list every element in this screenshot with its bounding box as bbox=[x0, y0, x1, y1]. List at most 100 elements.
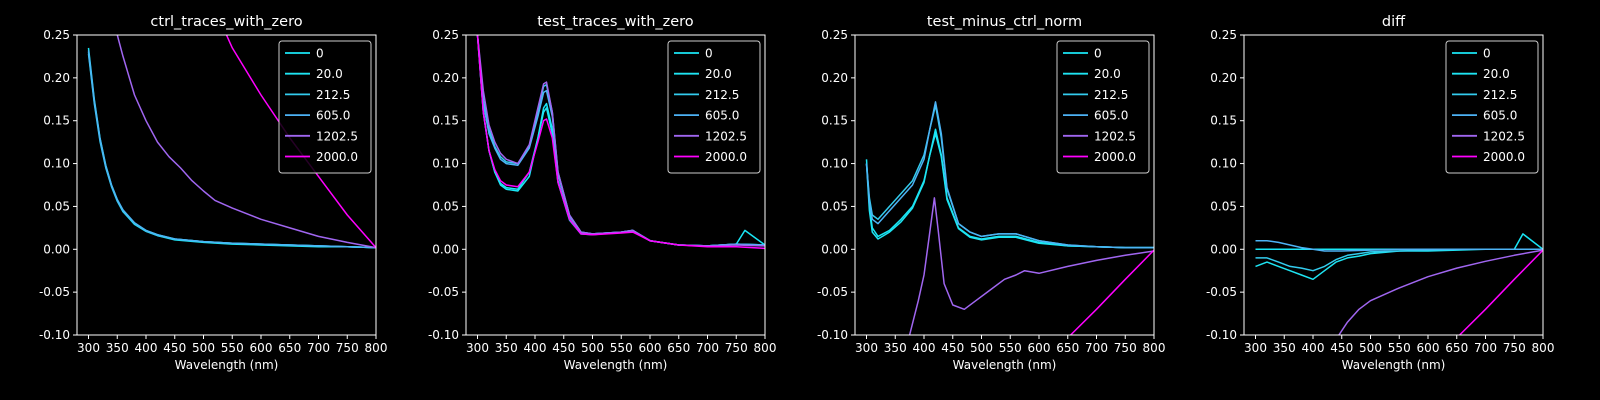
x-tick-label: 650 bbox=[1445, 341, 1468, 355]
x-tick-label: 500 bbox=[970, 341, 993, 355]
x-tick-label: 350 bbox=[1273, 341, 1296, 355]
series-line-605-0 bbox=[87, 50, 376, 249]
x-tick-label: 350 bbox=[884, 341, 907, 355]
x-tick-label: 500 bbox=[581, 341, 604, 355]
y-tick-label: 0.00 bbox=[821, 242, 848, 256]
series-line-605-0 bbox=[1255, 239, 1543, 252]
x-tick-label: 300 bbox=[77, 341, 100, 355]
chart-panel-3: 300 350 400 450 500 550 600 650 700 750 800 -0.10 -0… bbox=[817, 14, 1166, 372]
x-tick-label: 800 bbox=[1532, 341, 1555, 355]
series-group bbox=[1255, 233, 1543, 335]
y-tick-label: 0.05 bbox=[821, 199, 848, 213]
y-tick-label: 0.15 bbox=[432, 114, 459, 128]
legend-label: 20.0 bbox=[1483, 67, 1510, 81]
legend-label: 212.5 bbox=[1483, 88, 1517, 102]
y-tick-label: 0.10 bbox=[43, 157, 70, 171]
legend-label: 0 bbox=[705, 47, 713, 61]
y-tick-label: -0.05 bbox=[1206, 285, 1237, 299]
y-tick-label: -0.10 bbox=[39, 328, 70, 342]
x-tick-label: 600 bbox=[1028, 341, 1051, 355]
y-tick-label: 0.05 bbox=[43, 199, 70, 213]
series-line-1202-5 bbox=[116, 35, 376, 249]
y-tick-label: 0.10 bbox=[1210, 157, 1237, 171]
chart-title: ctrl_traces_with_zero bbox=[150, 14, 302, 30]
x-tick-label: 300 bbox=[466, 341, 489, 355]
legend-label: 605.0 bbox=[1483, 109, 1517, 123]
chart-title: diff bbox=[1382, 14, 1406, 30]
y-tick-label: 0.05 bbox=[1210, 199, 1237, 213]
x-tick-label: 300 bbox=[1244, 341, 1267, 355]
y-tick-label: 0.25 bbox=[821, 28, 848, 42]
x-tick-label: 750 bbox=[725, 341, 748, 355]
series-group bbox=[476, 35, 765, 250]
y-tick-label: 0.00 bbox=[1210, 242, 1237, 256]
legend-label: 605.0 bbox=[1094, 109, 1128, 123]
x-tick-label: 550 bbox=[1388, 341, 1411, 355]
x-tick-label: 700 bbox=[696, 341, 719, 355]
y-tick-label: -0.05 bbox=[817, 285, 848, 299]
axes-frame bbox=[1243, 34, 1544, 336]
legend-label: 1202.5 bbox=[316, 129, 358, 143]
chart-panel-1: 300 350 400 450 500 550 600 650 700 750 800 -0.10 -0… bbox=[39, 14, 388, 372]
series-line-605-0 bbox=[865, 101, 1154, 249]
x-tick-label: 500 bbox=[192, 341, 215, 355]
legend: 0 20.0 212.5 605.0 1202.5 2000.0 bbox=[278, 40, 372, 174]
y-tick-label: 0.25 bbox=[1210, 28, 1237, 42]
legend-label: 0 bbox=[1094, 47, 1102, 61]
legend-label: 1202.5 bbox=[705, 129, 747, 143]
x-tick-label: 450 bbox=[163, 341, 186, 355]
legend-label: 2000.0 bbox=[1094, 150, 1136, 164]
legend-label: 2000.0 bbox=[1483, 150, 1525, 164]
legend: 0 20.0 212.5 605.0 1202.5 2000.0 bbox=[667, 40, 761, 174]
x-tick-label: 400 bbox=[524, 341, 547, 355]
axes-frame bbox=[854, 34, 1155, 336]
x-tick-label: 550 bbox=[999, 341, 1022, 355]
legend-label: 212.5 bbox=[316, 88, 350, 102]
legend-label: 0 bbox=[1483, 47, 1491, 61]
x-tick-label: 600 bbox=[639, 341, 662, 355]
x-tick-label: 650 bbox=[667, 341, 690, 355]
y-tick-label: 0.00 bbox=[43, 242, 70, 256]
x-tick-label: 400 bbox=[1302, 341, 1325, 355]
y-tick-label: -0.10 bbox=[817, 328, 848, 342]
legend-label: 1202.5 bbox=[1483, 129, 1525, 143]
x-tick-label: 550 bbox=[610, 341, 633, 355]
chart-panel-4: 300 350 400 450 500 550 600 650 700 750 800 -0.10 -0… bbox=[1206, 14, 1555, 372]
x-tick-label: 750 bbox=[336, 341, 359, 355]
y-tick-label: -0.05 bbox=[428, 285, 459, 299]
series-line-2000-0 bbox=[1459, 249, 1543, 335]
axes-frame bbox=[76, 34, 377, 336]
legend-label: 20.0 bbox=[1094, 67, 1121, 81]
x-tick-label: 600 bbox=[1417, 341, 1440, 355]
y-tick-label: -0.05 bbox=[39, 285, 70, 299]
y-tick-label: 0.25 bbox=[43, 28, 70, 42]
x-tick-label: 800 bbox=[1143, 341, 1166, 355]
y-tick-label: 0.10 bbox=[821, 157, 848, 171]
y-tick-label: 0.15 bbox=[43, 114, 70, 128]
y-tick-label: -0.10 bbox=[1206, 328, 1237, 342]
legend-label: 2000.0 bbox=[316, 150, 358, 164]
y-tick-label: 0.10 bbox=[432, 157, 459, 171]
y-tick-label: 0.25 bbox=[432, 28, 459, 42]
x-tick-label: 600 bbox=[250, 341, 273, 355]
x-tick-label: 750 bbox=[1503, 341, 1526, 355]
x-tick-label: 650 bbox=[1056, 341, 1079, 355]
y-tick-label: -0.10 bbox=[428, 328, 459, 342]
x-tick-label: 300 bbox=[855, 341, 878, 355]
legend-label: 20.0 bbox=[705, 67, 732, 81]
x-tick-label: 700 bbox=[1474, 341, 1497, 355]
series-line-20-0 bbox=[865, 132, 1154, 249]
x-axis-label: Wavelength (nm) bbox=[953, 358, 1057, 372]
x-tick-label: 800 bbox=[365, 341, 388, 355]
series-line-2000-0 bbox=[1070, 249, 1154, 335]
x-axis-label: Wavelength (nm) bbox=[175, 358, 279, 372]
legend-label: 212.5 bbox=[705, 88, 739, 102]
chart-title: test_minus_ctrl_norm bbox=[927, 14, 1082, 30]
y-tick-label: 0.15 bbox=[1210, 114, 1237, 128]
y-tick-label: 0.05 bbox=[432, 199, 459, 213]
x-tick-label: 350 bbox=[495, 341, 518, 355]
x-tick-label: 350 bbox=[106, 341, 129, 355]
x-tick-label: 400 bbox=[135, 341, 158, 355]
